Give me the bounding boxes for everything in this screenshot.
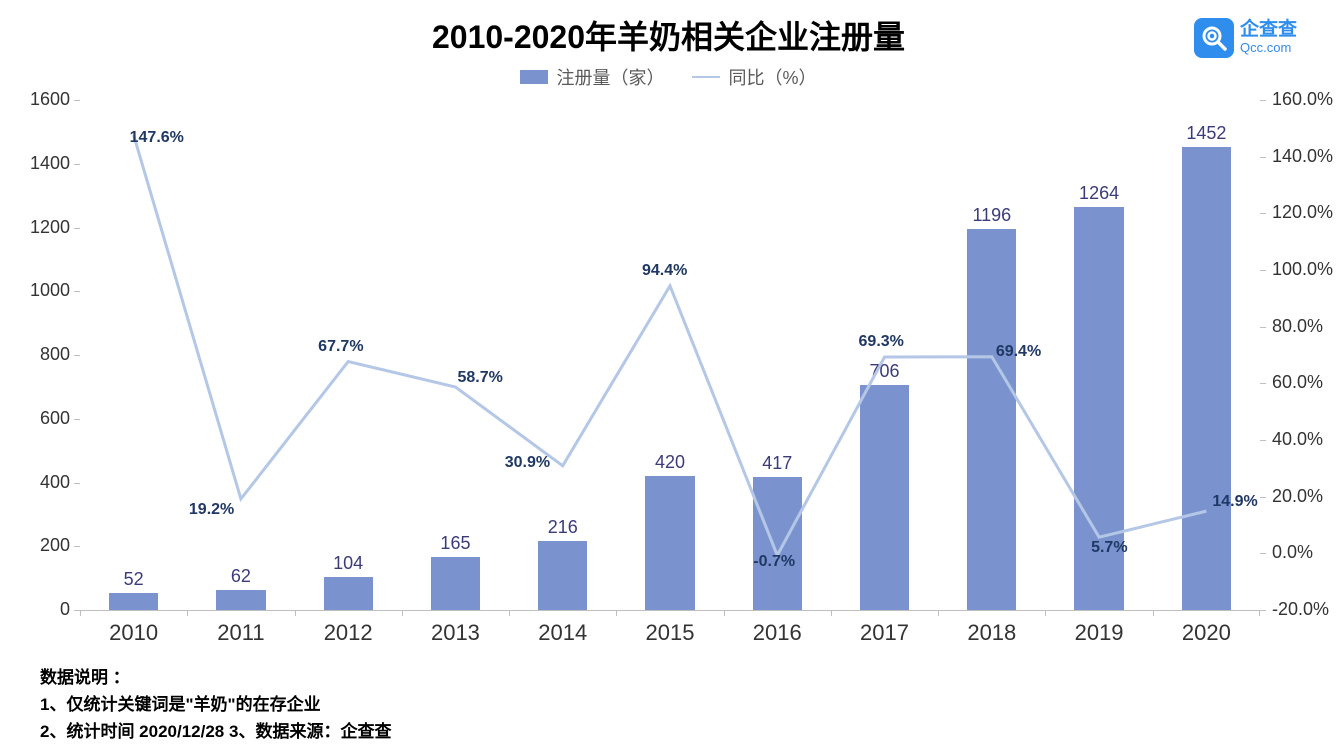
notes-line-1: 1、仅统计关键词是"羊奶"的在存企业 [40,691,391,718]
line-value-label: 5.7% [1091,539,1127,557]
x-category-label: 2019 [1075,620,1124,646]
line-value-label: -0.7% [753,553,795,571]
x-category-label: 2016 [753,620,802,646]
legend-swatch-bar [520,70,548,84]
line-value-label: 94.4% [642,262,687,280]
y-left-tick-label: 1600 [10,89,70,110]
x-category-label: 2011 [217,620,264,646]
line-value-label: 147.6% [130,129,184,147]
legend-label-line: 同比（%） [728,64,816,90]
x-category-label: 2012 [324,620,373,646]
line-value-label: 14.9% [1212,493,1257,511]
legend-item-line: 同比（%） [692,64,816,90]
y-right-tick-label: 160.0% [1272,89,1333,110]
line-value-label: 30.9% [505,454,550,472]
x-category-label: 2013 [431,620,480,646]
brand-logo: 企查查 Qcc.com [1194,18,1297,58]
x-category-label: 2017 [860,620,909,646]
y-right-tick-label: 80.0% [1272,316,1323,337]
trend-line [80,100,1260,610]
y-right-tick-label: 0.0% [1272,542,1313,563]
line-value-label: 67.7% [318,338,363,356]
legend-label-bar: 注册量（家） [556,64,664,90]
chart-legend: 注册量（家） 同比（%） [0,64,1337,90]
brand-logo-icon [1194,18,1234,58]
y-right-tick-label: 60.0% [1272,372,1323,393]
legend-swatch-line [692,76,720,78]
brand-name-en: Qcc.com [1240,41,1297,55]
brand-name-cn: 企查查 [1240,20,1297,41]
notes-heading: 数据说明 ： [40,664,391,691]
notes-line-2: 2、统计时间 2020/12/28 3、数据来源：企查查 [40,718,391,745]
x-category-label: 2015 [646,620,695,646]
line-value-label: 69.3% [859,333,904,351]
chart-title: 2010-2020年羊奶相关企业注册量 [0,12,1337,58]
x-category-label: 2014 [538,620,587,646]
line-value-label: 19.2% [189,501,234,519]
line-value-label: 58.7% [457,369,502,387]
y-left-tick-label: 1000 [10,280,70,301]
chart-plot-area: 02004006008001000120014001600-20.0%0.0%2… [80,100,1260,610]
data-notes: 数据说明 ： 1、仅统计关键词是"羊奶"的在存企业 2、统计时间 2020/12… [40,664,391,746]
x-category-label: 2010 [109,620,158,646]
y-left-tick-label: 200 [10,535,70,556]
y-left-tick-label: 600 [10,408,70,429]
y-left-tick-label: 400 [10,472,70,493]
x-category-label: 2020 [1182,620,1231,646]
line-value-label: 69.4% [996,343,1041,361]
x-category-label: 2018 [967,620,1016,646]
y-right-tick-label: 120.0% [1272,202,1333,223]
y-left-tick-label: 800 [10,344,70,365]
y-left-tick-label: 1400 [10,153,70,174]
y-left-tick-label: 0 [10,599,70,620]
y-right-tick-label: 140.0% [1272,146,1333,167]
y-right-tick-label: -20.0% [1272,599,1329,620]
y-right-tick-label: 20.0% [1272,486,1323,507]
y-right-tick-label: 40.0% [1272,429,1323,450]
y-left-tick-label: 1200 [10,217,70,238]
y-right-tick-label: 100.0% [1272,259,1333,280]
legend-item-bar: 注册量（家） [520,64,664,90]
